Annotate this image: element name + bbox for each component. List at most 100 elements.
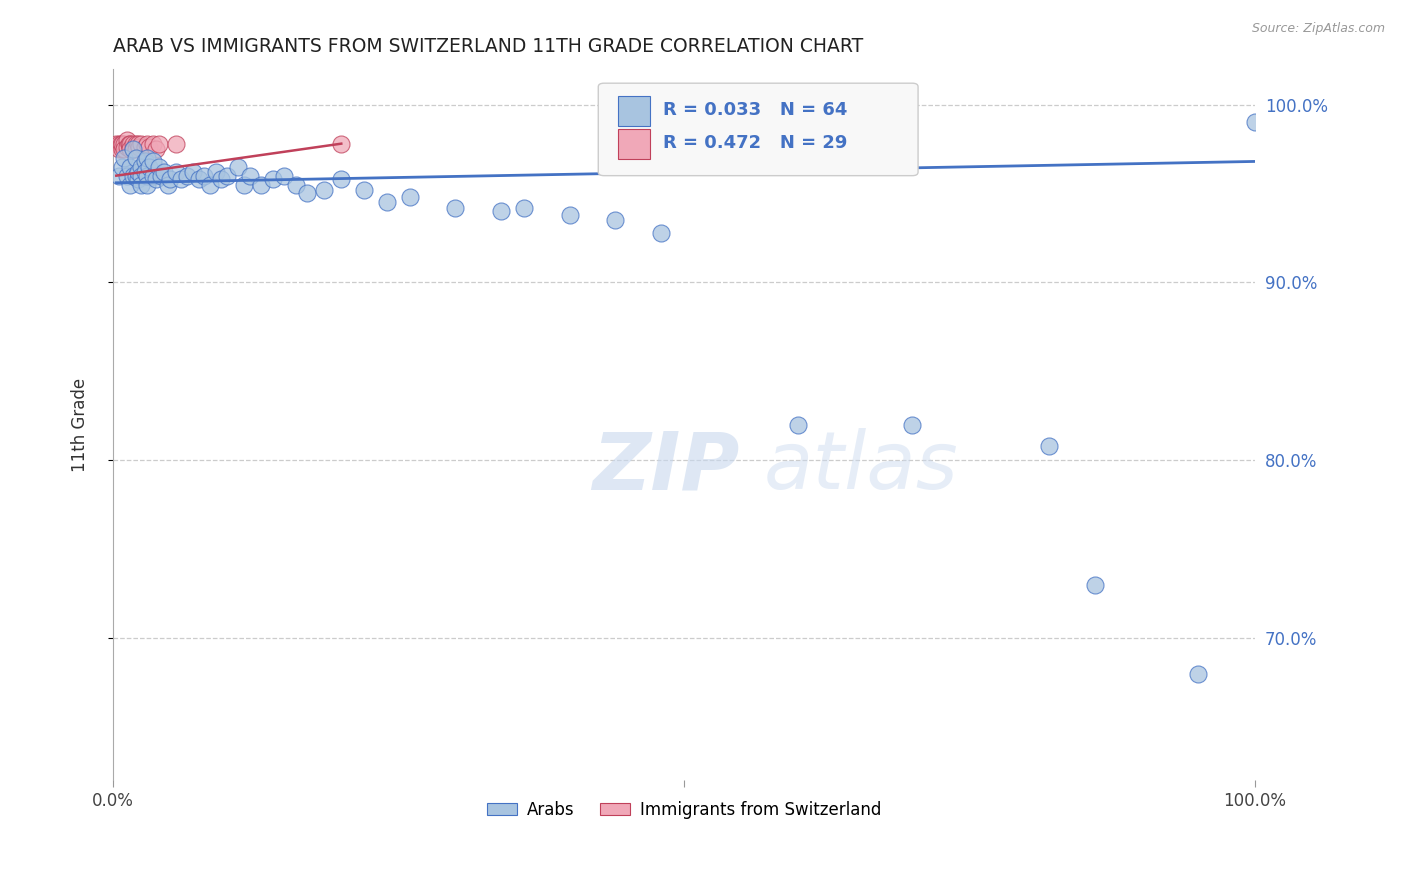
Point [149, 169, 172, 183]
Point [330, 136, 353, 151]
Point [558, 208, 581, 222]
Point [250, 178, 273, 192]
Point [142, 136, 165, 151]
Point [142, 154, 165, 169]
Point [136, 151, 159, 165]
Point [115, 169, 138, 183]
Point [901, 417, 924, 432]
Point [125, 169, 148, 183]
Point [128, 140, 150, 154]
Point [115, 133, 138, 147]
Point [209, 172, 232, 186]
Point [170, 172, 193, 186]
Point [118, 136, 141, 151]
Point [142, 169, 165, 183]
Point [127, 136, 149, 151]
Point [131, 136, 153, 151]
Point [134, 140, 156, 154]
Point [787, 417, 810, 432]
Point [115, 140, 138, 154]
Point [112, 151, 135, 165]
Text: ZIP: ZIP [592, 428, 740, 507]
Point [105, 136, 128, 151]
Point [118, 160, 141, 174]
Point [112, 142, 135, 156]
Point [233, 178, 256, 192]
Text: R = 0.033   N = 64: R = 0.033 N = 64 [664, 101, 848, 119]
Point [118, 136, 141, 151]
Point [176, 169, 198, 183]
Point [353, 183, 375, 197]
Point [145, 142, 167, 156]
Point [134, 154, 156, 169]
Point [398, 190, 420, 204]
Point [122, 169, 145, 183]
Point [118, 140, 141, 154]
Point [134, 165, 156, 179]
Point [122, 142, 145, 156]
Point [165, 165, 187, 179]
Point [193, 169, 215, 183]
Point [148, 136, 170, 151]
FancyBboxPatch shape [617, 96, 650, 126]
Point [375, 195, 398, 210]
Legend: Arabs, Immigrants from Switzerland: Arabs, Immigrants from Switzerland [481, 794, 887, 825]
Point [131, 160, 153, 174]
Text: ARAB VS IMMIGRANTS FROM SWITZERLAND 11TH GRADE CORRELATION CHART: ARAB VS IMMIGRANTS FROM SWITZERLAND 11TH… [112, 37, 863, 56]
Point [111, 136, 134, 151]
Point [198, 178, 221, 192]
Point [136, 178, 159, 192]
Point [489, 204, 512, 219]
Point [138, 140, 160, 154]
Point [1084, 577, 1107, 591]
Point [187, 172, 209, 186]
Point [118, 178, 141, 192]
Point [215, 169, 238, 183]
Point [262, 172, 284, 186]
Point [112, 136, 135, 151]
Point [131, 178, 153, 192]
Point [239, 169, 262, 183]
Point [110, 136, 132, 151]
Text: Source: ZipAtlas.com: Source: ZipAtlas.com [1251, 22, 1385, 36]
Point [122, 142, 145, 156]
Point [605, 213, 627, 227]
Point [136, 169, 159, 183]
Point [444, 201, 467, 215]
Point [228, 160, 250, 174]
Point [107, 136, 129, 151]
Point [204, 165, 226, 179]
Y-axis label: 11th Grade: 11th Grade [72, 377, 89, 472]
FancyBboxPatch shape [617, 129, 650, 160]
Point [181, 165, 204, 179]
Point [1187, 666, 1209, 681]
Point [127, 172, 149, 186]
Point [107, 142, 129, 156]
Point [513, 201, 536, 215]
FancyBboxPatch shape [599, 83, 918, 176]
Point [145, 172, 167, 186]
Point [330, 172, 353, 186]
Point [131, 169, 153, 183]
Point [125, 142, 148, 156]
Point [314, 183, 336, 197]
Point [295, 186, 318, 201]
Point [125, 151, 148, 165]
Point [156, 178, 179, 192]
Point [136, 136, 159, 151]
Point [122, 136, 145, 151]
Point [284, 178, 307, 192]
Point [273, 169, 295, 183]
Text: R = 0.472   N = 29: R = 0.472 N = 29 [664, 134, 848, 152]
Point [153, 165, 176, 179]
Point [125, 136, 148, 151]
Point [1244, 115, 1267, 129]
Point [127, 165, 149, 179]
Point [138, 160, 160, 174]
Text: atlas: atlas [763, 428, 959, 507]
Point [111, 160, 134, 174]
Point [159, 172, 181, 186]
Point [165, 136, 187, 151]
Point [118, 142, 141, 156]
Point [1038, 439, 1060, 453]
